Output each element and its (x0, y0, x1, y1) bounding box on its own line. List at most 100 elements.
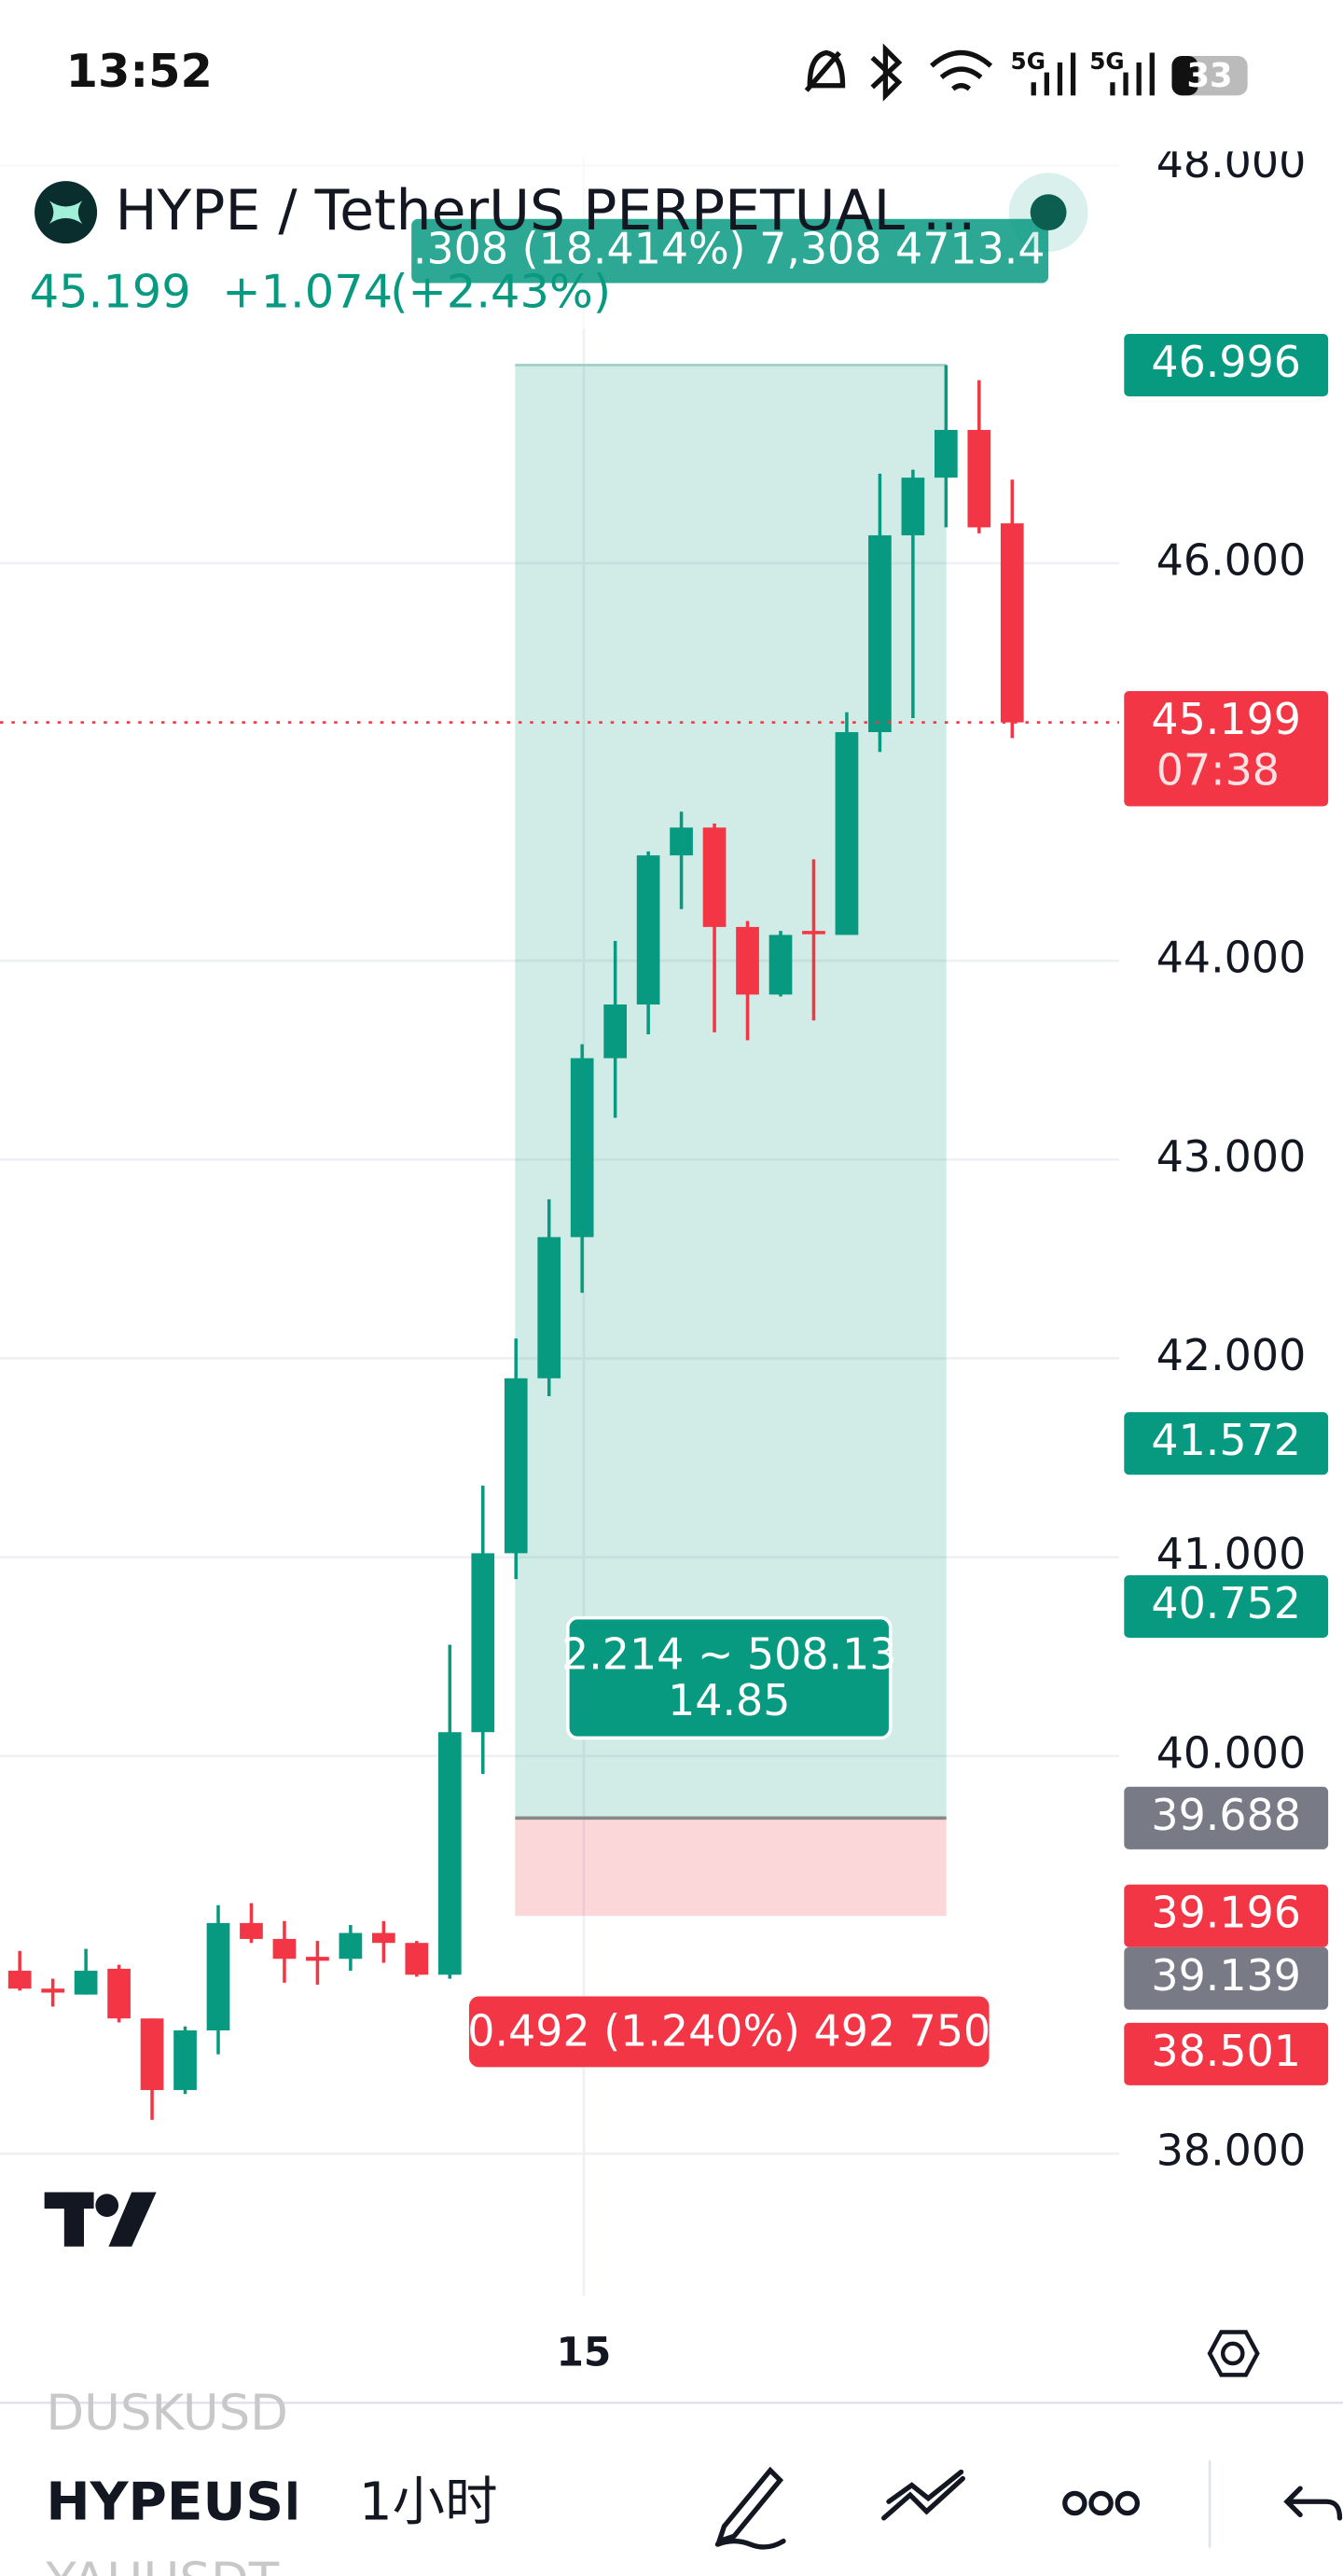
candle-body (107, 1968, 131, 2019)
header-change-pct: (+2.43%) (390, 264, 611, 318)
y-tick-label: 42.000 (1156, 1330, 1307, 1380)
logo-part (95, 2194, 119, 2217)
candle-body (504, 1378, 528, 1554)
candle-body (702, 827, 727, 927)
stop-label: 0.492 (1.240%) 492 750 (467, 2006, 990, 2057)
price-tag (1124, 1946, 1329, 2010)
logo-part (108, 2192, 157, 2247)
symbol-next[interactable]: YAHUSDT (45, 2553, 279, 2576)
bluetooth-icon (870, 43, 903, 102)
target-label: .308 (18.414%) 7,308 4713.4 (411, 218, 1049, 284)
candle-body (967, 429, 991, 528)
mute-icon (804, 49, 846, 92)
symbol-logo-mark (48, 201, 83, 224)
header-price: 45.199 (30, 264, 191, 318)
symbol-title[interactable]: HYPE / TetherUS PERPETUAL ... (116, 178, 976, 243)
stop-label-box (468, 1996, 990, 2068)
candle-body (74, 1971, 98, 1995)
candle-body (173, 2029, 197, 2090)
price-tag-label: 41.572 (1151, 1415, 1301, 1465)
center-label-box (566, 1615, 893, 1740)
battery-text: 33 (1187, 57, 1233, 95)
candle-body (206, 1922, 230, 2030)
countdown: 07:38 (1156, 745, 1280, 796)
price-tag-label: 39.139 (1151, 1950, 1301, 2001)
clock: 13:52 (66, 44, 213, 98)
interval[interactable]: 1小时 (359, 2472, 498, 2532)
price-tag-label: 45.199 (1151, 694, 1301, 744)
candle-body (570, 1058, 594, 1238)
y-tick-label: 38.000 (1156, 2126, 1307, 2176)
price-tag-label: 40.752 (1151, 1578, 1301, 1628)
draw-button[interactable] (714, 2466, 786, 2550)
price-tag-label: 39.688 (1151, 1790, 1301, 1840)
candle-body (736, 926, 759, 995)
candle-body (41, 1988, 64, 1993)
more-button[interactable] (1088, 2490, 1114, 2516)
candle-body (1000, 523, 1024, 723)
price-tag (1124, 1574, 1329, 1639)
more-button[interactable] (1062, 2490, 1087, 2516)
candle-body (306, 1957, 329, 1961)
price-tag-label: 46.996 (1151, 337, 1301, 387)
candle-body (372, 1932, 395, 1944)
candle-body (140, 2018, 164, 2090)
candle-body (603, 1004, 627, 1059)
price-tag-label: 38.501 (1151, 2026, 1301, 2076)
candle-body (7, 1971, 32, 1989)
undo-button[interactable] (1283, 2486, 1343, 2521)
price-tag (1124, 2022, 1329, 2085)
signal-2 (1110, 52, 1155, 96)
price-tag (1124, 1884, 1329, 1947)
candle-body (802, 931, 825, 935)
candle-body (636, 855, 660, 1005)
center-label: 14.85 (668, 1675, 790, 1725)
candle-body (272, 1938, 297, 1960)
chart: 38.000 40.000 41.000 42.000 43.000 44.000 46.0… (0, 137, 1329, 2375)
tv-logo (44, 2192, 157, 2247)
signal-1 (1031, 52, 1076, 96)
candle-body (670, 827, 693, 856)
candle-body (437, 1732, 462, 1975)
wifi-icon (930, 49, 993, 91)
candle-body (835, 731, 859, 935)
lines-button[interactable] (881, 2469, 965, 2521)
candle-body (935, 429, 958, 478)
loss-zone (515, 1818, 947, 1917)
target-label-box (411, 218, 1049, 284)
symbol-picker[interactable]: DUSKUSD HYPEUSD YAHUSDT (45, 2385, 326, 2576)
candle-body (901, 478, 925, 535)
logo-part (63, 2192, 84, 2247)
target-label-text: .308 (18.414%) 7,308 4713.4 (413, 223, 1045, 273)
candle-body (868, 534, 892, 732)
toolbar-icons (714, 2466, 1343, 2550)
candle-body (240, 1922, 263, 1939)
candle-body (471, 1553, 495, 1733)
settings-button[interactable] (1207, 2330, 1260, 2377)
header-change: +1.074 (222, 264, 393, 318)
price-tag (1124, 1786, 1329, 1849)
symbol-prev[interactable]: DUSKUSD (46, 2385, 288, 2442)
y-tick-label: 43.000 (1156, 1131, 1307, 1182)
status-icons (804, 43, 1155, 102)
price-tag-label: 39.196 (1151, 1888, 1301, 1938)
network-2: 5G (1089, 48, 1124, 75)
y-tick-label: 40.000 (1156, 1727, 1307, 1778)
market-status-dot[interactable] (1030, 194, 1067, 231)
candle-body (537, 1237, 561, 1378)
center-label: 2.214 ~ 508.13 (561, 1628, 896, 1679)
battery-level (1171, 55, 1198, 96)
network-1: 5G (1011, 48, 1045, 75)
y-tick-label: 41.000 (1156, 1529, 1307, 1579)
status-bar-bg (0, 0, 1343, 152)
symbol-current[interactable]: HYPEUSD (46, 2472, 326, 2532)
y-tick-label: 44.000 (1156, 933, 1307, 983)
price-tag (1124, 1412, 1329, 1475)
price-tag (1124, 691, 1329, 807)
candle-body (339, 1932, 363, 1960)
more-button[interactable] (1115, 2490, 1141, 2516)
x-tick-label: 15 (556, 2330, 611, 2375)
candle-body (405, 1943, 429, 1975)
